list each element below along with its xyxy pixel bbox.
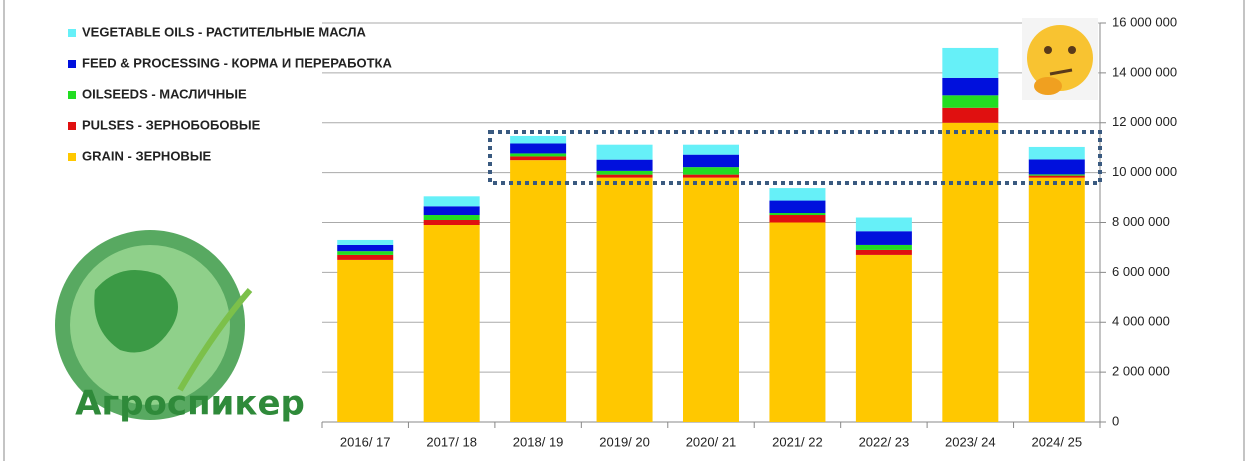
bar-segment — [510, 156, 567, 161]
thinking-emoji — [1022, 18, 1098, 100]
bar-segment — [423, 220, 480, 225]
bar-segment — [596, 159, 653, 171]
bar-segment — [596, 170, 653, 175]
x-tick-label: 2018/ 19 — [513, 434, 564, 449]
bar-segment — [683, 177, 739, 422]
legend-swatch — [68, 29, 76, 37]
bar-segment — [683, 174, 739, 178]
y-tick-label: 0 — [1112, 413, 1119, 428]
legend: GRAIN - ЗЕРНОВЫЕ PULSES - ЗЕРНОБОБОВЫЕ OIL… — [68, 18, 392, 168]
bar-segment — [942, 47, 999, 78]
bar-segment — [1028, 175, 1085, 178]
y-tick-label: 4 000 000 — [1112, 314, 1170, 329]
y-tick-label: 2 000 000 — [1112, 364, 1170, 379]
bar-segment — [510, 160, 567, 422]
bar-segment — [510, 135, 567, 144]
bar-segment — [423, 206, 480, 216]
legend-swatch — [68, 122, 76, 130]
emoji-face — [1027, 25, 1093, 91]
highlight-box — [488, 130, 1102, 185]
bar-segment — [1028, 174, 1085, 176]
bar-segment — [1028, 146, 1085, 160]
x-tick-label: 2023/ 24 — [945, 434, 996, 449]
legend-label: OILSEEDS - МАСЛИЧНЫЕ — [82, 86, 247, 101]
bar-segment — [683, 154, 739, 168]
legend-label: FEED & PROCESSING - КОРМА И ПЕРЕРАБОТКА — [82, 55, 392, 70]
y-tick-label: 10 000 000 — [1112, 164, 1177, 179]
bar-segment — [942, 122, 999, 422]
legend-label: PULSES - ЗЕРНОБОБОВЫЕ — [82, 117, 261, 132]
x-tick-label: 2022/ 23 — [859, 434, 910, 449]
bar-segment — [596, 144, 653, 160]
bar-segment — [337, 254, 394, 260]
y-tick-label: 14 000 000 — [1112, 64, 1177, 79]
bar-segment — [855, 254, 912, 422]
bar-segment — [337, 239, 394, 245]
y-tick-label: 8 000 000 — [1112, 214, 1170, 229]
bar-segment — [1028, 159, 1085, 175]
logo-wheat — [177, 288, 253, 392]
y-tick-label: 16 000 000 — [1112, 14, 1177, 29]
x-tick-label: 2017/ 18 — [426, 434, 477, 449]
bar-segment — [337, 259, 394, 422]
emoji-eye — [1068, 46, 1076, 54]
bar-segment — [942, 95, 999, 108]
legend-label: VEGETABLE OILS - РАСТИТЕЛЬНЫЕ МАСЛА — [82, 24, 366, 39]
legend-swatch — [68, 60, 76, 68]
logo-land — [94, 270, 178, 353]
emoji-hand — [1034, 77, 1062, 95]
x-tick-label: 2016/ 17 — [340, 434, 391, 449]
y-tick-label: 12 000 000 — [1112, 114, 1177, 129]
legend-bg — [70, 18, 320, 168]
bar-segment — [855, 244, 912, 250]
bar-segment — [769, 188, 826, 201]
bar-segment — [683, 144, 739, 155]
bar-segment — [423, 215, 480, 221]
frame — [3, 0, 1245, 461]
bar-segment — [769, 215, 826, 223]
bar-segment — [683, 167, 739, 175]
bar-segment — [855, 217, 912, 232]
bar-segment — [855, 249, 912, 255]
logo-text: Агроспикер — [75, 384, 305, 424]
bar-segment — [337, 244, 394, 252]
bar-segment — [855, 231, 912, 245]
y-tick-label: 6 000 000 — [1112, 264, 1170, 279]
bar-segment — [510, 153, 567, 157]
bar-segment — [942, 107, 999, 123]
legend-label: GRAIN - ЗЕРНОВЫЕ — [82, 148, 212, 163]
bar-segment — [769, 222, 826, 422]
emoji-mouth — [1049, 68, 1073, 76]
x-tick-label: 2020/ 21 — [686, 434, 737, 449]
bar-segment — [942, 77, 999, 96]
bar-segment — [769, 213, 826, 216]
bar-segment — [596, 177, 653, 422]
bar-segment — [423, 196, 480, 207]
bar-segment — [423, 224, 480, 422]
bar-segment — [337, 251, 394, 255]
legend-swatch — [68, 91, 76, 99]
bars: 2016/ 17 2017/ 18 2018/ 19 2019/ 20 2020/ 21… — [337, 47, 1085, 449]
bar-segment — [769, 200, 826, 214]
x-tick-label: 2021/ 22 — [772, 434, 823, 449]
bar-segment — [510, 143, 567, 154]
x-tick-label: 2024/ 25 — [1031, 434, 1082, 449]
emoji-eye — [1044, 46, 1052, 54]
x-tick-label: 2019/ 20 — [599, 434, 650, 449]
logo: Агроспикер — [55, 230, 305, 424]
legend-swatch — [68, 153, 76, 161]
bar-segment — [596, 174, 653, 178]
bar-segment — [1028, 177, 1085, 422]
